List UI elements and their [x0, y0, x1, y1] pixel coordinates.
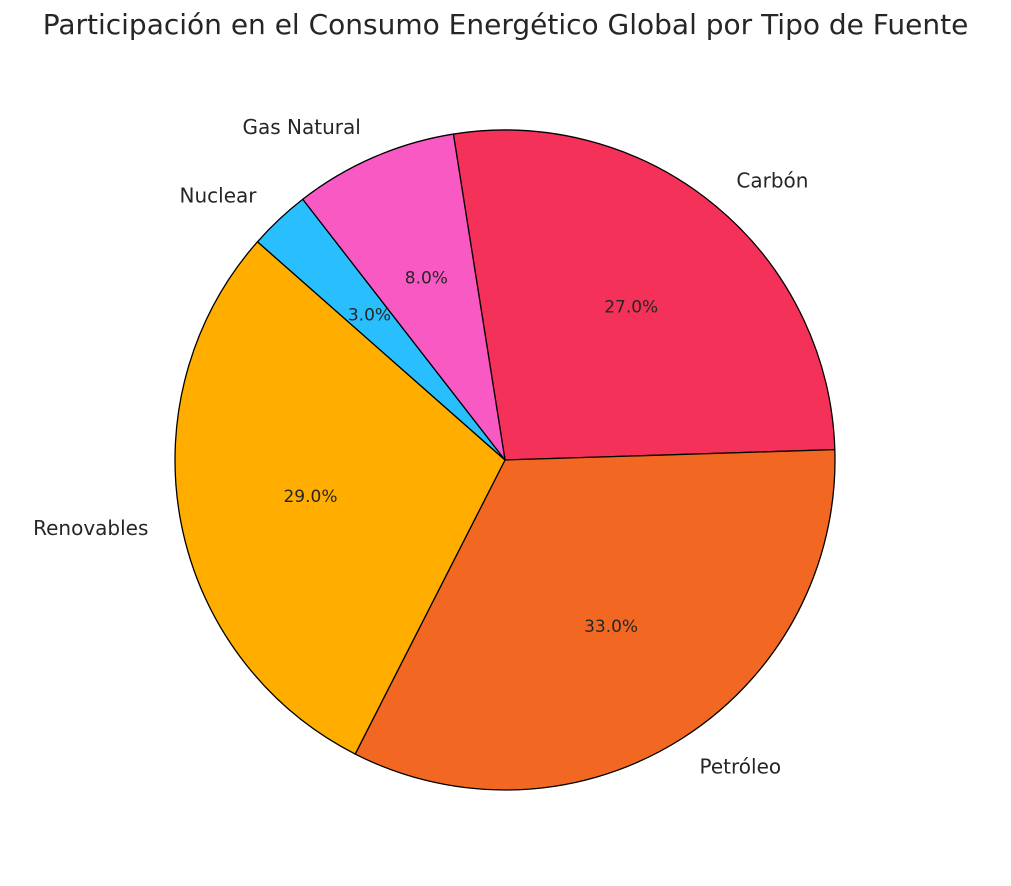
category-label-gas-natural: Gas Natural	[243, 115, 361, 139]
category-label-nuclear: Nuclear	[180, 183, 258, 207]
chart-title: Participación en el Consumo Energético G…	[42, 8, 969, 41]
pie-slice-carbon	[452, 129, 836, 461]
pct-label-renovables: 29.0%	[283, 487, 337, 507]
pie-slice-petroleo	[354, 448, 836, 791]
category-label-carbon: Carbón	[736, 168, 808, 192]
pct-label-petroleo: 33.0%	[584, 617, 638, 637]
pct-label-carbon: 27.0%	[604, 297, 658, 317]
pie-slice-renovables	[174, 241, 506, 755]
category-label-renovables: Renovables	[33, 516, 148, 540]
category-label-petroleo: Petróleo	[700, 754, 782, 778]
pct-label-nuclear: 3.0%	[348, 306, 391, 326]
pct-label-gas-natural: 8.0%	[405, 268, 448, 288]
pie-slice-gas-natural	[302, 133, 506, 461]
